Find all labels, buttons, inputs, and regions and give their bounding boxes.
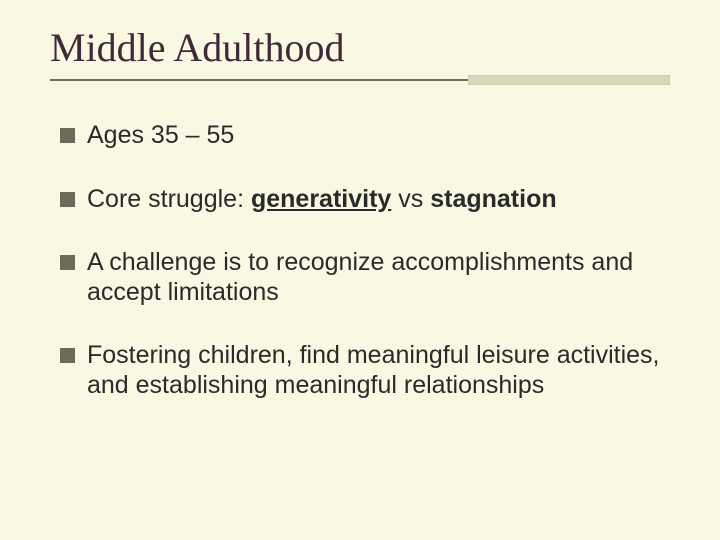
bullet-item: Ages 35 – 55 (60, 121, 670, 151)
square-bullet-icon (60, 348, 75, 363)
bullet-text: A challenge is to recognize accomplishme… (87, 248, 670, 307)
square-bullet-icon (60, 255, 75, 270)
slide-title: Middle Adulthood (50, 24, 670, 71)
text-segment: generativity (251, 185, 391, 213)
square-bullet-icon (60, 192, 75, 207)
bullet-list: Ages 35 – 55 Core struggle: generativity … (50, 121, 670, 400)
bullet-item: A challenge is to recognize accomplishme… (60, 248, 670, 307)
bullet-text: Core struggle: generativity vs stagnatio… (87, 185, 670, 215)
text-segment: vs (391, 185, 430, 213)
bullet-text: Ages 35 – 55 (87, 121, 670, 151)
text-segment: A challenge is to recognize accomplishme… (87, 248, 633, 306)
bullet-item: Fostering children, find meaningful leis… (60, 341, 670, 400)
slide-container: Middle Adulthood Ages 35 – 55 Core strugg… (0, 0, 720, 540)
text-segment: Ages 35 – 55 (87, 121, 234, 149)
square-bullet-icon (60, 128, 75, 143)
text-segment: Core struggle: (87, 185, 251, 213)
text-segment: stagnation (430, 185, 556, 213)
rule-left (50, 79, 468, 81)
title-underline (50, 75, 670, 85)
bullet-text: Fostering children, find meaningful leis… (87, 341, 670, 400)
text-segment: Fostering children, find meaningful leis… (87, 341, 660, 399)
bullet-item: Core struggle: generativity vs stagnatio… (60, 185, 670, 215)
rule-right (468, 75, 670, 85)
